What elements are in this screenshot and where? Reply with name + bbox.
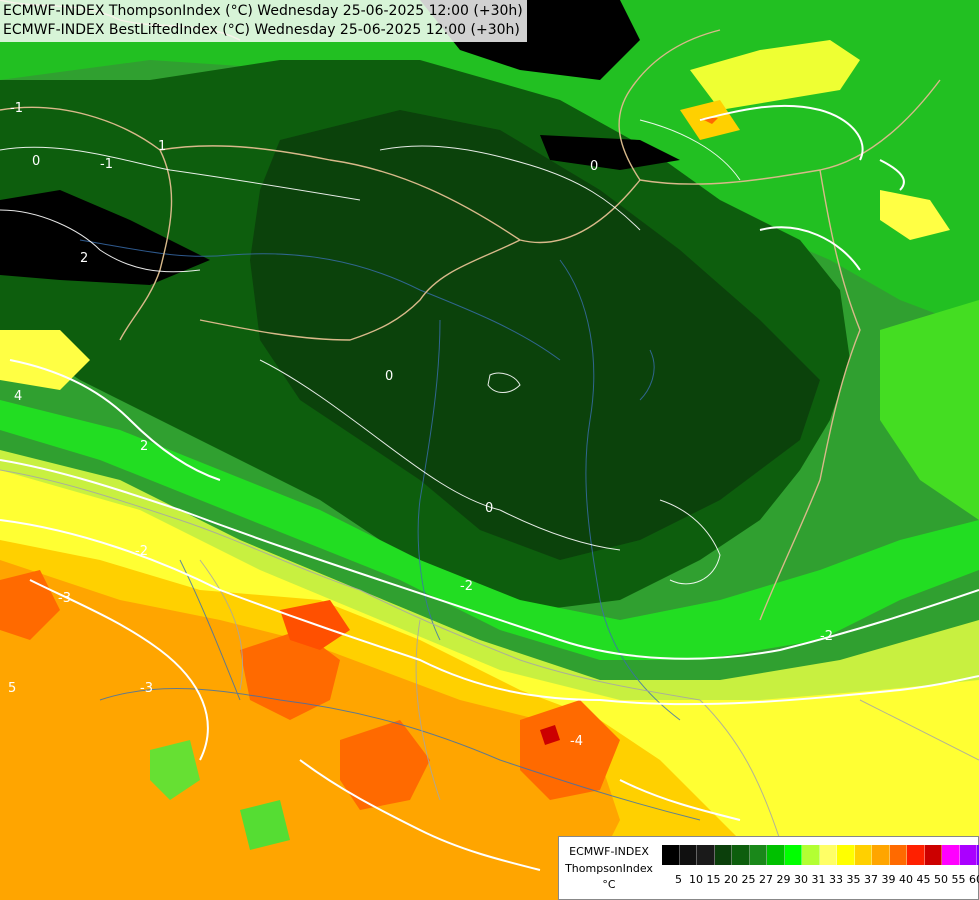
legend-tick-label: 35 (846, 873, 861, 886)
black-patch-mid (540, 135, 680, 170)
darkest-green-core (250, 110, 820, 560)
legend-tick-label: 50 (934, 873, 948, 886)
legend-tick-label: 37 (864, 873, 878, 886)
contour-label: 2 (80, 251, 88, 266)
legend-swatch (837, 845, 855, 865)
bright-rim-south (0, 400, 979, 660)
contour-label: 0 (590, 159, 598, 174)
black-patch-left (0, 190, 210, 285)
legend-swatch (854, 845, 872, 865)
title-line-thompson: ECMWF-INDEX ThompsonIndex (°C) Wednesday… (3, 3, 523, 19)
legend-tick-label: 31 (811, 873, 826, 886)
legend-tick-label: 45 (916, 873, 931, 886)
contour-label: 2 (140, 439, 148, 454)
contour-label: -2 (820, 629, 833, 644)
legend-swatch (907, 845, 925, 865)
contour-lines-thick (0, 104, 979, 871)
yellow-patch-ne (690, 40, 860, 110)
legend-swatch (802, 845, 820, 865)
legend-title-line2: ThompsonIndex (565, 862, 653, 875)
legend-swatch (942, 845, 960, 865)
yellow-patch-w (0, 330, 90, 390)
legend-tick-label: 20 (724, 873, 738, 886)
legend-tick-label: 40 (899, 873, 913, 886)
legend-tick-label: 10 (689, 873, 703, 886)
contour-label: -3 (140, 681, 153, 696)
contour-label: 5 (8, 681, 16, 696)
contour-lines-thin (0, 119, 741, 585)
legend-swatch (977, 845, 979, 865)
yellow-patch-e (880, 190, 950, 240)
contour-label: -1 (100, 157, 113, 172)
legend-swatch (784, 845, 802, 865)
orange-region (0, 560, 620, 900)
legend-tick-label: 15 (706, 873, 721, 886)
legend-swatch (889, 845, 907, 865)
rivers (79, 239, 701, 821)
hotspot-core (540, 725, 560, 745)
legend-tick-label: 39 (881, 873, 896, 886)
contour-label: -2 (460, 579, 473, 594)
legend-tick-label: 25 (741, 873, 756, 886)
legend-swatch (749, 845, 767, 865)
contour-label: 4 (14, 389, 22, 404)
legend-tick-row: 5 1015202527293031333537394045505560 (662, 873, 979, 889)
contour-label: 0 (485, 501, 493, 516)
legend-swatch (697, 845, 715, 865)
bright-rim-east (880, 300, 979, 520)
legend-swatch (872, 845, 890, 865)
contour-label: 0 (32, 154, 40, 169)
map-title-box: ECMWF-INDEX ThompsonIndex (°C) Wednesday… (0, 0, 527, 42)
legend-swatch (819, 845, 837, 865)
legend-tick-label: 55 (951, 873, 966, 886)
legend-swatch (959, 845, 977, 865)
contour-label: -3 (58, 591, 71, 606)
legend-tick-label: 33 (829, 873, 843, 886)
color-legend: ECMWF-INDEX ThompsonIndex °C 5 10 15 20 25 27… (558, 836, 979, 900)
title-line-lifted: ECMWF-INDEX BestLiftedIndex (°C) Wednesd… (3, 22, 520, 38)
green-island-1 (150, 740, 200, 800)
legend-swatch (662, 845, 680, 865)
contour-label: -4 (570, 734, 583, 749)
contour-label: -1 (10, 101, 23, 116)
contour-label: 0 (385, 369, 393, 384)
legend-tick-label: 60 (969, 873, 979, 886)
legend-swatch (767, 845, 785, 865)
legend-swatch (732, 845, 750, 865)
legend-color-bar (662, 845, 979, 865)
legend-swatch (679, 845, 697, 865)
legend-tick-label: 5 (675, 873, 682, 886)
legend-swatch (924, 845, 942, 865)
legend-tick-label: 29 (776, 873, 791, 886)
hotspot-2 (340, 720, 430, 810)
region-borders (0, 469, 979, 841)
legend-swatch (714, 845, 732, 865)
contour-label-group: -1 0 -1 1 0 0 2 4 2 0 -2 -3 -2 -4 -2 5 -… (8, 101, 833, 749)
contour-label: -2 (135, 544, 148, 559)
green-island-2 (240, 800, 290, 850)
legend-tick-label: 27 (759, 873, 773, 886)
contour-label: 1 (158, 139, 166, 154)
legend-title-line3: °C (602, 878, 616, 891)
legend-title-line1: ECMWF-INDEX (569, 845, 649, 858)
legend-tick-label: 30 (794, 873, 808, 886)
